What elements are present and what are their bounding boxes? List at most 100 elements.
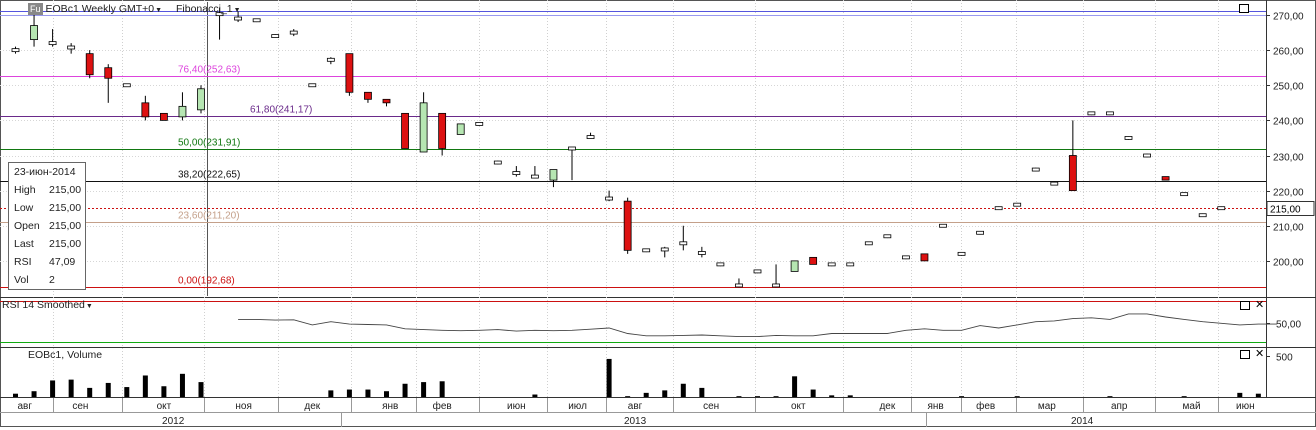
candle [735,278,743,288]
candle [1087,111,1096,116]
month-label: июл [568,401,587,412]
candle-body [419,102,428,153]
rsi-panel-title[interactable]: RSI 14 Smoothed [2,299,85,311]
candle [326,57,335,65]
candle-body [104,67,113,79]
maximize-icon[interactable] [1240,350,1250,359]
data-window-value: 215,00 [49,202,82,214]
fibonacci-level-label: 50,00(231,91) [178,138,240,149]
volume-bar [87,387,93,397]
price-tick-label: 260,00 [1273,47,1304,58]
volume-bar [643,392,649,397]
month-label: авг [18,401,33,412]
candle [104,64,113,103]
volume-bar [31,391,37,397]
month-label: окт [791,401,806,412]
candle [753,269,762,274]
candle [994,206,1003,211]
volume-bar [662,390,668,397]
price-tick-label: 220,00 [1273,188,1304,199]
year-label: 2013 [624,416,647,427]
candle [549,169,558,188]
symbol-label[interactable]: EOBc1 Weekly GMT+0 [45,3,155,15]
price-tick-label: 200,00 [1273,258,1304,269]
candle-body [1087,111,1096,116]
candle-body [1106,111,1114,116]
candle [864,241,873,246]
volume-bar [346,389,352,397]
candle-body [827,262,836,267]
candle-body [159,112,168,121]
candle-body [345,53,354,93]
candle [902,255,910,260]
rsi-line [238,313,1277,338]
candle-body [382,98,391,104]
candle-body [326,57,335,62]
candle-body [178,105,187,118]
candle [1180,192,1189,197]
candle-body [1031,167,1040,172]
candle-body [85,53,94,76]
volume-bar [105,382,111,397]
volume-bar [439,381,445,397]
volume-bar [810,389,816,397]
candle [1013,202,1022,207]
candle-body [475,122,484,126]
price-tick-label: 230,00 [1273,153,1304,164]
candle [827,262,836,267]
maximize-icon[interactable] [1240,301,1250,310]
volume-bar [161,386,167,397]
candle [772,264,780,288]
candle-body [1050,181,1059,186]
price-tick-label: 210,00 [1273,223,1304,234]
candle-body [1124,136,1133,140]
chevron-down-icon[interactable]: ▼ [85,303,93,310]
candle [1031,167,1040,172]
close-icon[interactable]: ✕ [1255,299,1265,311]
candle-body [679,241,688,246]
last-price-badge [1266,201,1315,216]
candle [364,91,372,103]
month-label: янв [382,401,398,412]
candle [568,146,576,181]
candle-body [48,41,57,46]
candle-body [252,18,261,23]
candle [605,190,613,202]
candle-body [30,25,38,41]
candle-body [994,206,1003,211]
volume-bar [124,387,130,397]
candle-body [141,102,150,118]
volume-bar [1014,396,1020,397]
fibonacci-levels: 76,40(252,63) 61,80(241,17) 50,00(231,91) 3… [0,11,1266,288]
volume-bar [773,396,779,397]
candle [215,8,224,40]
candle [289,29,298,37]
candle-body [234,16,243,21]
month-label: дек [879,401,895,412]
indicator-label[interactable]: Fibonacci_1 [176,3,233,15]
chevron-down-icon[interactable]: ▼ [233,7,241,14]
candle [419,92,428,153]
volume-bar [142,375,148,397]
maximize-icon[interactable] [1239,4,1249,13]
volume-bar [328,390,334,397]
candle [234,11,243,23]
data-window-row: RSI 47,09 [14,256,84,270]
candle-body [697,251,706,255]
month-label: апр [1111,401,1128,412]
candle [1217,206,1226,211]
candle-body [289,30,298,35]
data-window-key: Last [14,238,34,250]
chevron-down-icon[interactable]: ▼ [155,7,163,14]
close-icon[interactable]: ✕ [1255,348,1265,360]
month-label: мар [1038,401,1056,412]
price-tick-label: 270,00 [1273,12,1304,23]
data-window-value: 215,00 [49,220,82,232]
data-window: 23-июн-2014 High 215,00 Low 215,00 Open … [8,162,86,290]
volume-panel-title[interactable]: EOBc1, Volume [28,349,103,361]
candle [642,248,651,253]
fu-badge[interactable]: Fu [28,3,43,15]
candle-body [1068,155,1077,192]
volume-bar [625,396,631,397]
